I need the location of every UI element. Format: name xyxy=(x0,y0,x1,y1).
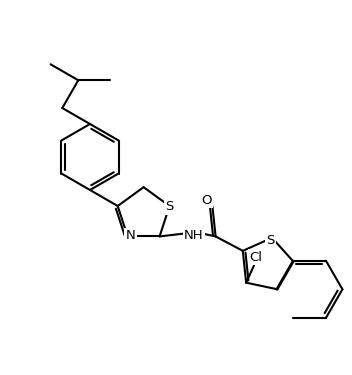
Text: Cl: Cl xyxy=(250,251,263,264)
Text: NH: NH xyxy=(184,229,203,242)
Text: S: S xyxy=(165,201,174,213)
Text: N: N xyxy=(126,229,136,242)
Text: S: S xyxy=(266,234,274,248)
Text: O: O xyxy=(201,194,212,207)
